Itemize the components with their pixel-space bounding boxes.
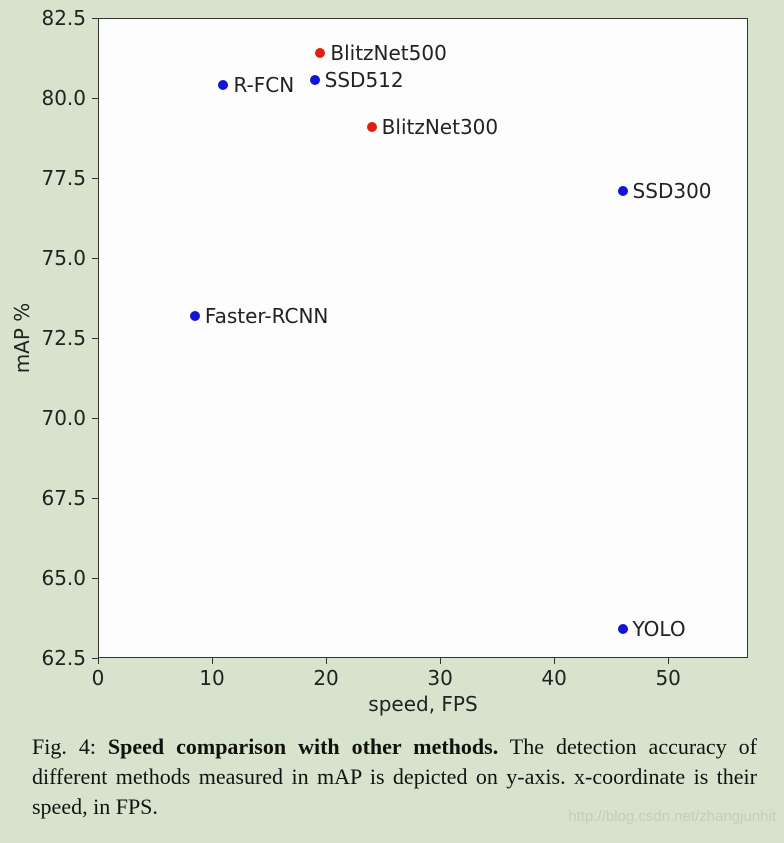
watermark-text: http://blog.csdn.net/zhangjunhit bbox=[568, 808, 776, 825]
y-axis-label: mAP % bbox=[10, 303, 34, 374]
caption-title: Speed comparison with other methods. bbox=[108, 734, 498, 759]
x-tick-mark bbox=[554, 658, 555, 664]
x-tick-label: 10 bbox=[199, 666, 224, 690]
y-tick-label: 80.0 bbox=[0, 86, 86, 110]
scatter-point-label: SSD512 bbox=[325, 68, 404, 92]
y-tick-label: 70.0 bbox=[0, 406, 86, 430]
y-tick-mark bbox=[92, 258, 98, 259]
scatter-point-label: Faster-RCNN bbox=[205, 304, 328, 328]
y-tick-mark bbox=[92, 578, 98, 579]
x-tick-mark bbox=[326, 658, 327, 664]
x-tick-label: 50 bbox=[655, 666, 680, 690]
y-tick-label: 67.5 bbox=[0, 486, 86, 510]
x-tick-mark bbox=[212, 658, 213, 664]
x-tick-mark bbox=[98, 658, 99, 664]
y-tick-label: 75.0 bbox=[0, 246, 86, 270]
y-tick-label: 77.5 bbox=[0, 166, 86, 190]
y-tick-mark bbox=[92, 98, 98, 99]
caption-prefix: Fig. 4: bbox=[32, 734, 108, 759]
scatter-point bbox=[618, 624, 628, 634]
y-tick-mark bbox=[92, 338, 98, 339]
scatter-point bbox=[315, 48, 325, 58]
scatter-point bbox=[367, 122, 377, 132]
x-tick-label: 30 bbox=[427, 666, 452, 690]
scatter-point bbox=[218, 80, 228, 90]
x-tick-mark bbox=[668, 658, 669, 664]
y-tick-mark bbox=[92, 178, 98, 179]
x-tick-label: 0 bbox=[92, 666, 105, 690]
scatter-point-label: SSD300 bbox=[633, 179, 712, 203]
y-tick-mark bbox=[92, 18, 98, 19]
x-tick-mark bbox=[440, 658, 441, 664]
scatter-point-label: BlitzNet500 bbox=[330, 41, 446, 65]
scatter-point bbox=[618, 186, 628, 196]
x-axis-label: speed, FPS bbox=[368, 692, 477, 716]
y-tick-label: 62.5 bbox=[0, 646, 86, 670]
scatter-point bbox=[190, 311, 200, 321]
y-tick-mark bbox=[92, 418, 98, 419]
y-tick-label: 65.0 bbox=[0, 566, 86, 590]
x-tick-label: 40 bbox=[541, 666, 566, 690]
scatter-point-label: YOLO bbox=[633, 617, 686, 641]
y-tick-label: 82.5 bbox=[0, 6, 86, 30]
y-tick-mark bbox=[92, 498, 98, 499]
x-tick-label: 20 bbox=[313, 666, 338, 690]
scatter-point bbox=[310, 75, 320, 85]
figure-container: 62.565.067.570.072.575.077.580.082.50102… bbox=[0, 0, 784, 843]
scatter-point-label: BlitzNet300 bbox=[382, 115, 498, 139]
scatter-point-label: R-FCN bbox=[233, 73, 294, 97]
